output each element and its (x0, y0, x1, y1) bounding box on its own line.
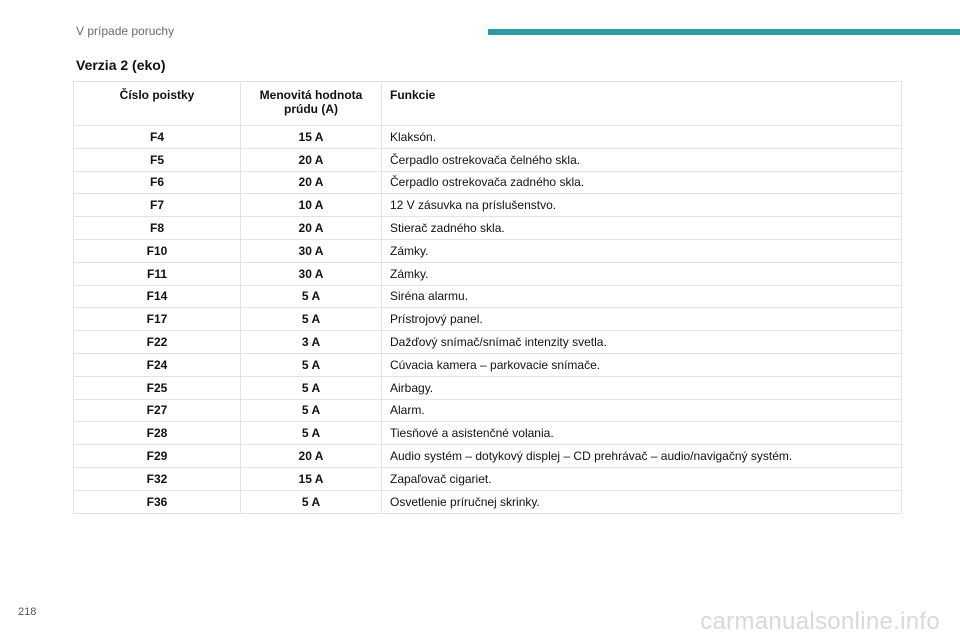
rating-cell: 3 A (240, 330, 382, 354)
fuse-number-cell: F7 (73, 193, 241, 218)
fuse-number-cell: F14 (73, 284, 241, 309)
function-cell: Stierač zadného skla. (381, 216, 902, 240)
function-cell: Zapaľovač cigariet. (381, 466, 902, 491)
table-row: F29 20 A Audio systém – dotykový displej –… (73, 444, 902, 468)
table-row: F25 5 A Airbagy. (73, 375, 902, 400)
table-row: F22 3 A Dažďový snímač/snímač intenzity sv… (73, 330, 902, 354)
rating-cell: 10 A (240, 193, 382, 218)
rating-cell: 5 A (240, 398, 382, 423)
accent-bar (488, 29, 960, 35)
function-cell: Zámky. (381, 238, 902, 263)
rating-cell: 20 A (240, 216, 382, 240)
table-row: F10 30 A Zámky. (73, 238, 902, 263)
function-cell: Dažďový snímač/snímač intenzity svetla. (381, 330, 902, 354)
fuse-number-cell: F24 (73, 352, 241, 377)
rating-cell: 20 A (240, 147, 382, 172)
table-row: F27 5 A Alarm. (73, 398, 902, 423)
column-header-functions: Funkcie (381, 81, 902, 126)
table-row: F7 10 A 12 V zásuvka na príslušenstvo. (73, 193, 902, 218)
table-header-row: Číslo poistky Menovitá hodnota prúdu (A)… (73, 81, 902, 126)
page-heading: Verzia 2 (eko) (76, 57, 166, 73)
fuse-number-cell: F4 (73, 125, 241, 149)
fuse-number-cell: F29 (73, 444, 241, 468)
table-row: F32 15 A Zapaľovač cigariet. (73, 466, 902, 491)
fuse-number-cell: F28 (73, 421, 241, 446)
fuse-number-cell: F32 (73, 466, 241, 491)
function-cell: Airbagy. (381, 375, 902, 400)
rating-cell: 5 A (240, 307, 382, 332)
table-row: F11 30 A Zámky. (73, 261, 902, 286)
rating-cell: 30 A (240, 238, 382, 263)
function-cell: Čerpadlo ostrekovača čelného skla. (381, 147, 902, 172)
function-cell: Čerpadlo ostrekovača zadného skla. (381, 170, 902, 195)
function-cell: Tiesňové a asistenčné volania. (381, 421, 902, 446)
function-cell: Prístrojový panel. (381, 307, 902, 332)
table-row: F17 5 A Prístrojový panel. (73, 307, 902, 332)
rating-cell: 30 A (240, 261, 382, 286)
table-row: F4 15 A Klaksón. (73, 125, 902, 149)
table-row: F8 20 A Stierač zadného skla. (73, 216, 902, 240)
fuse-number-cell: F11 (73, 261, 241, 286)
table-row: F24 5 A Cúvacia kamera – parkovacie snímač… (73, 352, 902, 377)
table-row: F28 5 A Tiesňové a asistenčné volania. (73, 421, 902, 446)
fuse-number-cell: F5 (73, 147, 241, 172)
column-header-fuse-number: Číslo poistky (73, 81, 241, 126)
column-header-rating: Menovitá hodnota prúdu (A) (240, 81, 382, 126)
function-cell: Audio systém – dotykový displej – CD pre… (381, 444, 902, 468)
table-row: F6 20 A Čerpadlo ostrekovača zadného skla. (73, 170, 902, 195)
fuse-number-cell: F8 (73, 216, 241, 240)
page-number: 218 (18, 606, 37, 618)
rating-cell: 15 A (240, 466, 382, 491)
fuse-table-body: F4 15 A Klaksón. F5 20 A Čerpadlo ostrekovača… (73, 125, 902, 514)
rating-cell: 5 A (240, 284, 382, 309)
fuse-number-cell: F27 (73, 398, 241, 423)
function-cell: 12 V zásuvka na príslušenstvo. (381, 193, 902, 218)
fuse-number-cell: F36 (73, 489, 241, 514)
function-cell: Klaksón. (381, 125, 902, 149)
function-cell: Zámky. (381, 261, 902, 286)
watermark-text: carmanualsonline.info (700, 608, 940, 635)
fuse-number-cell: F6 (73, 170, 241, 195)
function-cell: Cúvacia kamera – parkovacie snímače. (381, 352, 902, 377)
rating-cell: 5 A (240, 352, 382, 377)
rating-cell: 15 A (240, 125, 382, 149)
fuse-number-cell: F17 (73, 307, 241, 332)
table-row: F14 5 A Siréna alarmu. (73, 284, 902, 309)
function-cell: Osvetlenie príručnej skrinky. (381, 489, 902, 514)
table-row: F36 5 A Osvetlenie príručnej skrinky. (73, 489, 902, 514)
rating-cell: 5 A (240, 375, 382, 400)
table-row: F5 20 A Čerpadlo ostrekovača čelného skla. (73, 147, 902, 172)
fuse-table: Číslo poistky Menovitá hodnota prúdu (A)… (73, 81, 902, 514)
section-label: V prípade poruchy (76, 24, 175, 38)
function-cell: Siréna alarmu. (381, 284, 902, 309)
rating-cell: 5 A (240, 489, 382, 514)
rating-cell: 5 A (240, 421, 382, 446)
fuse-number-cell: F10 (73, 238, 241, 263)
fuse-number-cell: F22 (73, 330, 241, 354)
rating-cell: 20 A (240, 444, 382, 468)
fuse-number-cell: F25 (73, 375, 241, 400)
function-cell: Alarm. (381, 398, 902, 423)
rating-cell: 20 A (240, 170, 382, 195)
